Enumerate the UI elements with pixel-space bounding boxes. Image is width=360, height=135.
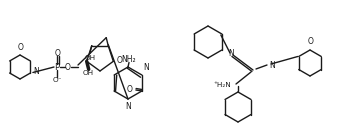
- Text: N: N: [228, 50, 234, 58]
- Text: N: N: [125, 102, 131, 111]
- Text: O: O: [308, 38, 314, 46]
- Text: P: P: [54, 63, 59, 72]
- Text: ⁺H₂N: ⁺H₂N: [213, 82, 231, 88]
- Text: O: O: [116, 56, 122, 65]
- Text: N: N: [269, 60, 275, 70]
- Text: O: O: [55, 48, 61, 58]
- Text: OH: OH: [84, 55, 95, 61]
- Text: OH: OH: [83, 70, 94, 76]
- Text: NH₂: NH₂: [122, 55, 136, 65]
- Text: O: O: [18, 43, 24, 51]
- Text: O: O: [127, 85, 133, 94]
- Text: N: N: [33, 68, 39, 77]
- Text: N: N: [143, 63, 149, 72]
- Text: O⁻: O⁻: [52, 77, 62, 84]
- Text: O: O: [65, 63, 71, 72]
